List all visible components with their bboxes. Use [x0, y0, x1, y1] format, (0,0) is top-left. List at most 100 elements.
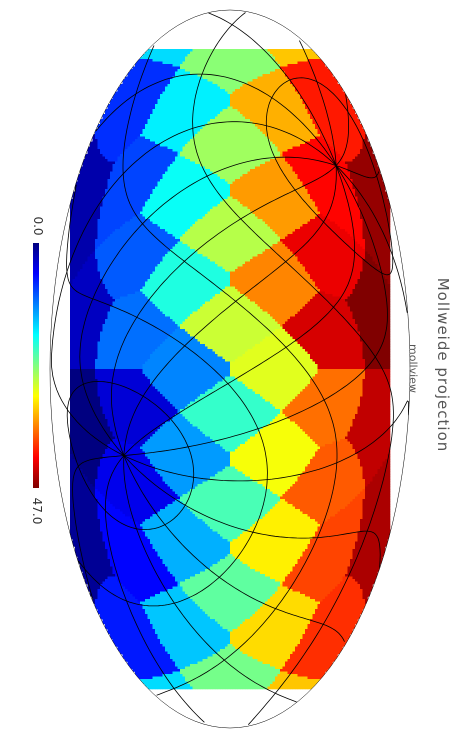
- healpix-cell: [100, 509, 103, 512]
- healpix-cell: [87, 439, 91, 442]
- healpix-cell: [90, 274, 93, 277]
- healpix-cell: [130, 456, 133, 460]
- healpix-cell: [102, 159, 106, 162]
- healpix-cell: [112, 551, 116, 555]
- healpix-cell: [95, 184, 98, 187]
- healpix-cell: [110, 159, 113, 162]
- healpix-cell: [127, 76, 131, 80]
- healpix-cell: [100, 296, 103, 300]
- healpix-cell: [127, 86, 131, 90]
- healpix-cell: [127, 84, 131, 87]
- healpix-cell: [102, 201, 106, 205]
- healpix-cell: [105, 556, 108, 560]
- healpix-cell: [102, 271, 106, 275]
- healpix-cell: [127, 369, 131, 372]
- healpix-cell: [72, 331, 76, 335]
- healpix-cell: [117, 184, 121, 187]
- healpix-cell: [72, 406, 76, 410]
- healpix-cell: [127, 244, 131, 247]
- healpix-cell: [100, 429, 103, 432]
- healpix-cell: [77, 281, 81, 285]
- healpix-cell: [107, 164, 111, 167]
- healpix-cell: [100, 264, 103, 267]
- healpix-cell: [87, 434, 91, 437]
- healpix-cell: [120, 141, 123, 145]
- healpix-cell: [102, 116, 106, 120]
- healpix-cell: [97, 499, 101, 502]
- healpix-cell: [72, 404, 76, 407]
- healpix-cell: [87, 469, 91, 472]
- healpix-cell: [97, 409, 101, 412]
- healpix-cell: [77, 179, 81, 182]
- healpix-cell: [82, 481, 86, 485]
- healpix-cell: [110, 476, 113, 480]
- healpix-cell: [117, 116, 121, 120]
- healpix-cell: [80, 416, 83, 420]
- healpix-cell: [95, 174, 98, 177]
- healpix-cell: [120, 124, 123, 127]
- healpix-cell: [120, 574, 123, 577]
- healpix-cell: [75, 254, 78, 257]
- healpix-cell: [97, 331, 101, 335]
- healpix-cell: [115, 639, 118, 642]
- healpix-cell: [85, 166, 88, 170]
- healpix-cell: [132, 109, 136, 112]
- healpix-cell: [82, 474, 86, 477]
- healpix-cell: [100, 439, 103, 442]
- healpix-cell: [95, 324, 98, 327]
- healpix-cell: [130, 506, 133, 510]
- healpix-cell: [75, 274, 78, 277]
- healpix-cell: [97, 191, 101, 195]
- healpix-cell: [117, 541, 121, 545]
- healpix-cell: [127, 321, 131, 325]
- healpix-cell: [120, 179, 123, 182]
- healpix-cell: [125, 514, 128, 517]
- healpix-cell: [120, 641, 123, 645]
- healpix-cell: [85, 236, 88, 240]
- healpix-cell: [127, 554, 131, 557]
- healpix-cell: [125, 396, 128, 400]
- healpix-cell: [112, 211, 116, 215]
- healpix-cell: [130, 439, 133, 442]
- healpix-cell: [115, 581, 118, 585]
- healpix-cell: [95, 596, 98, 600]
- healpix-cell: [95, 514, 98, 517]
- healpix-cell: [120, 629, 123, 632]
- healpix-cell: [85, 356, 88, 360]
- healpix-cell: [125, 301, 128, 305]
- healpix-cell: [72, 359, 76, 362]
- healpix-cell: [130, 76, 133, 80]
- healpix-cell: [100, 184, 103, 187]
- healpix-cell: [127, 419, 131, 422]
- healpix-cell: [107, 436, 111, 440]
- healpix-cell: [122, 279, 126, 282]
- healpix-cell: [130, 184, 133, 187]
- healpix-cell: [105, 536, 108, 540]
- healpix-cell: [90, 201, 93, 205]
- healpix-cell: [80, 264, 83, 267]
- healpix-cell: [130, 144, 133, 147]
- healpix-cell: [92, 431, 96, 435]
- healpix-cell: [130, 606, 133, 610]
- healpix-cell: [125, 461, 128, 465]
- healpix-cell: [100, 524, 103, 527]
- healpix-cell: [90, 246, 93, 250]
- healpix-cell: [95, 559, 98, 562]
- healpix-cell: [125, 594, 128, 597]
- healpix-cell: [130, 181, 133, 185]
- healpix-cell: [75, 421, 78, 425]
- healpix-cell: [100, 549, 103, 552]
- healpix-cell: [77, 289, 81, 292]
- healpix-cell: [112, 586, 116, 590]
- healpix-cell: [100, 391, 103, 395]
- healpix-cell: [125, 381, 128, 385]
- healpix-cell: [107, 424, 111, 427]
- healpix-cell: [112, 376, 116, 380]
- healpix-cell: [92, 221, 96, 225]
- healpix-cell: [112, 236, 116, 240]
- healpix-cell: [77, 439, 81, 442]
- healpix-cell: [92, 426, 96, 430]
- healpix-cell: [125, 104, 128, 107]
- healpix-cell: [130, 481, 133, 485]
- healpix-cell: [92, 429, 96, 432]
